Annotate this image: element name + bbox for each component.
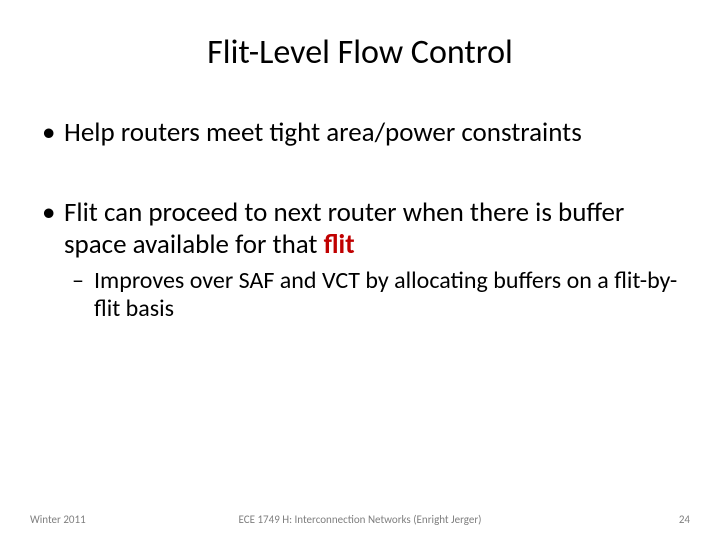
slide-title: Flit-Level Flow Control: [0, 0, 720, 81]
sub-bullet-list: Improves over SAF and VCT by allocating …: [64, 267, 684, 324]
slide: Flit-Level Flow Control Help routers mee…: [0, 0, 720, 540]
sub-bullet-text: Improves over SAF and VCT by allocating …: [94, 266, 677, 323]
slide-body: Help routers meet tight area/power const…: [0, 81, 720, 323]
footer-page-number: 24: [679, 513, 690, 526]
bullet-list: Help routers meet tight area/power const…: [36, 117, 684, 323]
bullet-item: Help routers meet tight area/power const…: [36, 117, 684, 149]
bullet-text: Help routers meet tight area/power const…: [64, 116, 582, 149]
bullet-item: Flit can proceed to next router when the…: [36, 197, 684, 323]
footer-course: ECE 1749 H: Interconnection Networks (En…: [0, 513, 720, 526]
bullet-highlight: flit: [324, 228, 355, 261]
sub-bullet-item: Improves over SAF and VCT by allocating …: [64, 267, 684, 324]
